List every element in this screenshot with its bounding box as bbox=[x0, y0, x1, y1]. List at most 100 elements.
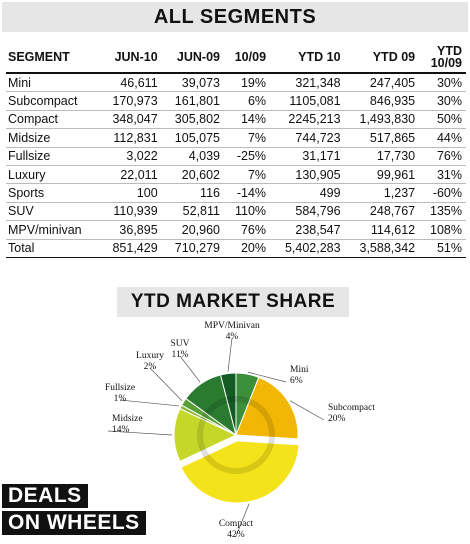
table-header-row: SEGMENT JUN-10 JUN-09 10/09 YTD 10 YTD 09 YTD … bbox=[6, 42, 466, 74]
table-cell: 76% bbox=[419, 147, 466, 166]
table-cell: 17,730 bbox=[344, 147, 420, 166]
table-row: Fullsize 3,022 4,039 -25% 31,171 17,730 76% bbox=[6, 147, 466, 166]
table-row: Subcompact 170,973 161,801 6% 1105,081 846,93… bbox=[6, 91, 466, 111]
table-cell: 110% bbox=[223, 202, 271, 222]
slice-label: Subcompact bbox=[328, 403, 375, 413]
table-row: Mini 46,611 39,073 19% 321,348 247,405 30% bbox=[6, 73, 466, 93]
logo-line-2: ON WHEELS bbox=[2, 511, 146, 535]
leader-line bbox=[289, 400, 325, 421]
table-cell: 50% bbox=[419, 110, 466, 130]
slice-percent-label: 2% bbox=[144, 362, 157, 372]
table-cell: 20,960 bbox=[161, 220, 224, 240]
table-row: SUV 110,939 52,811 110% 584,796 248,767 135% bbox=[6, 202, 466, 222]
table-cell: 52,811 bbox=[161, 202, 224, 222]
deals-on-wheels-logo: DEALS ON WHEELS bbox=[2, 484, 146, 538]
table-cell: 30% bbox=[419, 91, 466, 111]
table-cell: -25% bbox=[223, 147, 271, 166]
table-cell: 161,801 bbox=[161, 91, 224, 111]
table-cell: -14% bbox=[223, 183, 271, 203]
table-cell: 846,935 bbox=[344, 91, 420, 111]
table-cell: 105,075 bbox=[161, 128, 224, 148]
table-cell: 31% bbox=[419, 165, 466, 185]
slice-percent-label: 6% bbox=[290, 376, 303, 386]
slice-label: Luxury bbox=[136, 351, 164, 361]
leader-line bbox=[235, 503, 250, 537]
table-cell: 110,939 bbox=[99, 202, 162, 222]
column-header: JUN-09 bbox=[161, 42, 224, 74]
table-cell: 76% bbox=[223, 220, 271, 240]
pie-inner-ring bbox=[197, 396, 275, 474]
column-header: YTD 09 bbox=[344, 42, 420, 74]
table-row: Total 851,429 710,279 20% 5,402,283 3,588,342… bbox=[6, 239, 466, 258]
table-cell: Midsize bbox=[6, 128, 100, 148]
table-cell: 44% bbox=[419, 128, 466, 148]
table-cell: 305,802 bbox=[161, 110, 224, 130]
table-cell: Sports bbox=[6, 183, 100, 203]
slice-percent-label: 42% bbox=[227, 530, 245, 540]
table-row: Sports 100 116 -14% 499 1,237 -60% bbox=[6, 183, 466, 203]
table-cell: Subcompact bbox=[6, 91, 100, 111]
table-cell: 1,237 bbox=[344, 183, 420, 203]
logo-line-1: DEALS bbox=[2, 484, 88, 508]
table-cell: Mini bbox=[6, 73, 100, 93]
table-cell: 248,767 bbox=[344, 202, 420, 222]
slice-percent-label: 1% bbox=[114, 394, 127, 404]
table-row: MPV/minivan 36,895 20,960 76% 238,547 114,612… bbox=[6, 220, 466, 240]
table-cell: Compact bbox=[6, 110, 100, 130]
table-row: Compact 348,047 305,802 14% 2245,213 1,493,83… bbox=[6, 110, 466, 130]
slice-label: Compact bbox=[219, 519, 254, 529]
table-cell: 22,011 bbox=[99, 165, 162, 185]
table-cell: 100 bbox=[99, 183, 162, 203]
table-cell: 5,402,283 bbox=[270, 239, 345, 258]
leader-line bbox=[179, 355, 201, 383]
table-cell: 348,047 bbox=[99, 110, 162, 130]
table-cell: 30% bbox=[419, 73, 466, 93]
table-cell: 517,865 bbox=[344, 128, 420, 148]
table-cell: Total bbox=[6, 239, 100, 258]
column-header: JUN-10 bbox=[99, 42, 162, 74]
table-cell: 238,547 bbox=[270, 220, 345, 240]
table-cell: 51% bbox=[419, 239, 466, 258]
leader-line bbox=[119, 399, 180, 407]
table-cell: 130,905 bbox=[270, 165, 345, 185]
pie-slice-mpv-minivan bbox=[219, 372, 237, 436]
table-cell: 4,039 bbox=[161, 147, 224, 166]
table-cell: MPV/minivan bbox=[6, 220, 100, 240]
slice-label: Fullsize bbox=[105, 383, 135, 393]
slice-percent-label: 11% bbox=[171, 350, 188, 360]
table-cell: 19% bbox=[223, 73, 271, 93]
column-header: YTD 10 bbox=[270, 42, 345, 74]
table-cell: Luxury bbox=[6, 165, 100, 185]
table-row: Luxury 22,011 20,602 7% 130,905 99,961 31% bbox=[6, 165, 466, 185]
column-header: YTD 10/09 bbox=[419, 42, 466, 74]
table-cell: 584,796 bbox=[270, 202, 345, 222]
table-cell: 744,723 bbox=[270, 128, 345, 148]
table-cell: 2245,213 bbox=[270, 110, 345, 130]
table-row: Midsize 112,831 105,075 7% 744,723 517,865 44% bbox=[6, 128, 466, 148]
table-cell: 39,073 bbox=[161, 73, 224, 93]
table-cell: Fullsize bbox=[6, 147, 100, 166]
pie-slice-midsize bbox=[173, 407, 238, 463]
leader-line bbox=[149, 367, 183, 401]
table-cell: 31,171 bbox=[270, 147, 345, 166]
table-title: ALL SEGMENTS bbox=[2, 2, 468, 32]
table-cell: 851,429 bbox=[99, 239, 162, 258]
pie-slice-compact bbox=[180, 440, 300, 504]
table-cell: 14% bbox=[223, 110, 271, 130]
slice-percent-label: 20% bbox=[328, 414, 346, 424]
table-cell: 46,611 bbox=[99, 73, 162, 93]
table-cell: 6% bbox=[223, 91, 271, 111]
table-cell: 321,348 bbox=[270, 73, 345, 93]
pie-slice-subcompact bbox=[235, 376, 299, 440]
slice-label: SUV bbox=[170, 339, 189, 349]
table-cell: 7% bbox=[223, 128, 271, 148]
slice-percent-label: 14% bbox=[112, 425, 130, 435]
table-cell: 20,602 bbox=[161, 165, 224, 185]
table-cell: 99,961 bbox=[344, 165, 420, 185]
table-cell: 1,493,830 bbox=[344, 110, 420, 130]
leader-line bbox=[227, 337, 233, 372]
slice-percent-label: 4% bbox=[226, 332, 239, 342]
table-cell: 3,588,342 bbox=[344, 239, 420, 258]
table-cell: SUV bbox=[6, 202, 100, 222]
